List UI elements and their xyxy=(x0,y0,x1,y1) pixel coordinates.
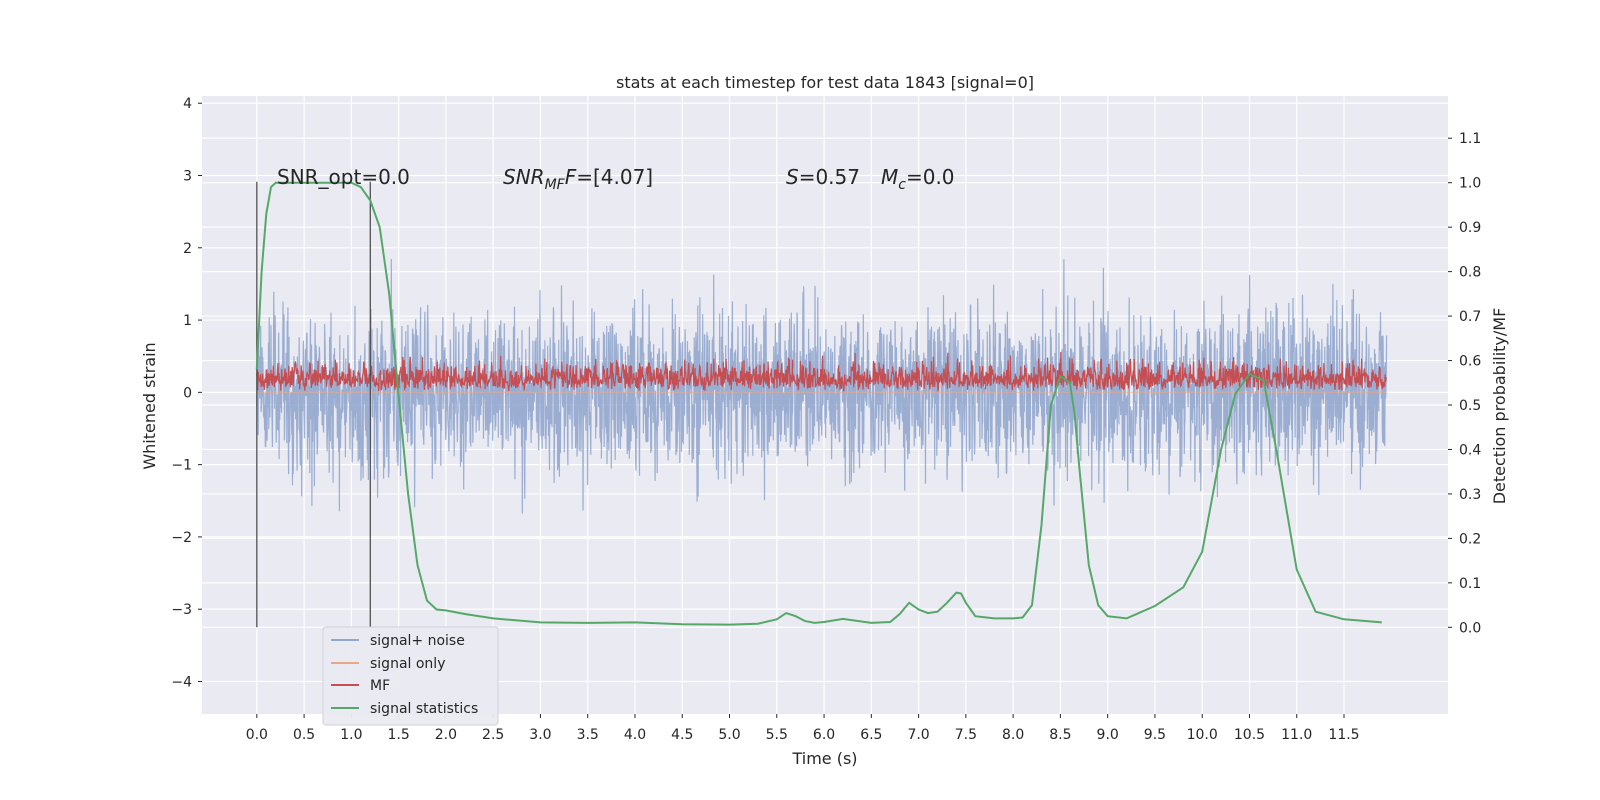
mc-value: =0.0 xyxy=(906,165,955,189)
y-left-tick-label: −1 xyxy=(171,458,192,474)
mc-annotation: Mc=0.0 xyxy=(881,165,955,193)
y-right-axis-label: Detection probability/MF xyxy=(1490,308,1509,505)
x-tick-label: 3.0 xyxy=(529,727,551,743)
legend: signal+ noise signal only MF signal stat… xyxy=(322,626,499,726)
y-right-tick-label: 0.9 xyxy=(1459,220,1481,236)
y-right-tick-label: 0.4 xyxy=(1459,442,1481,458)
snr-mf-name: SNR xyxy=(503,165,545,189)
y-left-tick-label: 4 xyxy=(183,96,192,112)
y-right-tick-label: 0.8 xyxy=(1459,265,1481,281)
x-tick-label: 0.0 xyxy=(246,727,268,743)
y-right-tick-label: 0.1 xyxy=(1459,576,1481,592)
snr-mf-f: F xyxy=(565,165,577,189)
x-tick-label: 6.5 xyxy=(860,727,882,743)
x-tick-label: 2.5 xyxy=(482,727,504,743)
x-tick-label: 11.5 xyxy=(1328,727,1359,743)
x-tick-label: 10.0 xyxy=(1187,727,1218,743)
x-tick-label: 9.5 xyxy=(1144,727,1166,743)
x-tick-label: 5.0 xyxy=(718,727,740,743)
legend-label-signal-statistics: signal statistics xyxy=(370,701,478,717)
s-name: S xyxy=(786,165,799,189)
y-left-tick-labels: 4 3 2 1 0 −1 −2 −3 −4 xyxy=(171,96,202,690)
y-right-tick-label: 0.0 xyxy=(1459,620,1481,636)
legend-label-signal-only: signal only xyxy=(370,656,445,672)
y-right-tick-label: 0.6 xyxy=(1459,354,1481,370)
x-tick-label: 4.0 xyxy=(624,727,646,743)
x-axis-label: Time (s) xyxy=(791,749,857,768)
y-left-tick-label: 2 xyxy=(183,241,192,257)
signal-noise-line xyxy=(256,258,1388,514)
x-tick-label: 8.5 xyxy=(1049,727,1071,743)
x-tick-label: 8.0 xyxy=(1002,727,1024,743)
x-tick-label: 1.0 xyxy=(340,727,362,743)
y-right-tick-label: 1.1 xyxy=(1459,131,1481,147)
mc-sub: c xyxy=(898,177,906,193)
x-tick-label: 6.0 xyxy=(813,727,835,743)
x-tick-label: 2.0 xyxy=(435,727,457,743)
y-left-tick-label: 0 xyxy=(183,385,192,401)
y-left-axis-label: Whitened strain xyxy=(140,342,159,469)
y-right-tick-label: 0.5 xyxy=(1459,398,1481,414)
snr-mf-value: =[4.07] xyxy=(576,165,653,189)
s-value: =0.57 xyxy=(799,165,860,189)
vertical-markers xyxy=(256,181,371,628)
x-tick-label: 9.0 xyxy=(1097,727,1119,743)
y-left-tick-label: −3 xyxy=(171,602,192,618)
x-tick-labels: 0.0 0.5 1.0 1.5 2.0 2.5 3.0 3.5 4.0 4.5 5.0 5.5 6.0 6… xyxy=(246,714,1360,743)
signal-statistics-line xyxy=(255,181,1382,626)
x-tick-label: 5.5 xyxy=(766,727,788,743)
legend-box xyxy=(322,626,499,726)
x-tick-label: 11.0 xyxy=(1281,727,1312,743)
mc-name: M xyxy=(881,165,898,189)
y-right-tick-labels: 1.1 1.0 0.9 0.8 0.7 0.6 0.5 0.4 0.3 0.2 0.1 0.0 xyxy=(1448,131,1481,636)
y-left-tick-label: −4 xyxy=(171,674,192,690)
snr-mf-sub: MF xyxy=(545,177,566,193)
x-tick-label: 10.5 xyxy=(1234,727,1265,743)
chart-title: stats at each timestep for test data 184… xyxy=(616,73,1034,92)
signal-noise-series xyxy=(256,258,1388,514)
y-right-tick-label: 0.3 xyxy=(1459,487,1481,503)
signal-statistics-series xyxy=(255,181,1382,626)
legend-label-signal-noise: signal+ noise xyxy=(370,633,465,649)
x-tick-label: 3.5 xyxy=(577,727,599,743)
snr-mf-annotation: SNRMFF=[4.07] xyxy=(503,165,653,193)
x-tick-label: 1.5 xyxy=(388,727,410,743)
y-right-tick-label: 0.7 xyxy=(1459,309,1481,325)
mf-line xyxy=(256,351,1387,392)
snr-opt-annotation: SNR_opt=0.0 xyxy=(277,165,410,189)
x-tick-label: 7.0 xyxy=(907,727,929,743)
y-left-tick-label: 1 xyxy=(183,313,192,329)
mf-series xyxy=(256,351,1387,392)
x-tick-label: 4.5 xyxy=(671,727,693,743)
x-tick-label: 0.5 xyxy=(293,727,315,743)
y-left-tick-label: −2 xyxy=(171,530,192,546)
legend-label-mf: MF xyxy=(370,678,390,694)
x-tick-label: 7.5 xyxy=(955,727,977,743)
y-left-tick-label: 3 xyxy=(183,169,192,185)
s-annotation: S=0.57 xyxy=(786,165,860,189)
y-right-tick-label: 1.0 xyxy=(1459,176,1481,192)
y-right-tick-label: 0.2 xyxy=(1459,531,1481,547)
annotations: SNR_opt=0.0 SNRMFF=[4.07] S=0.57 Mc=0.0 xyxy=(277,165,955,193)
